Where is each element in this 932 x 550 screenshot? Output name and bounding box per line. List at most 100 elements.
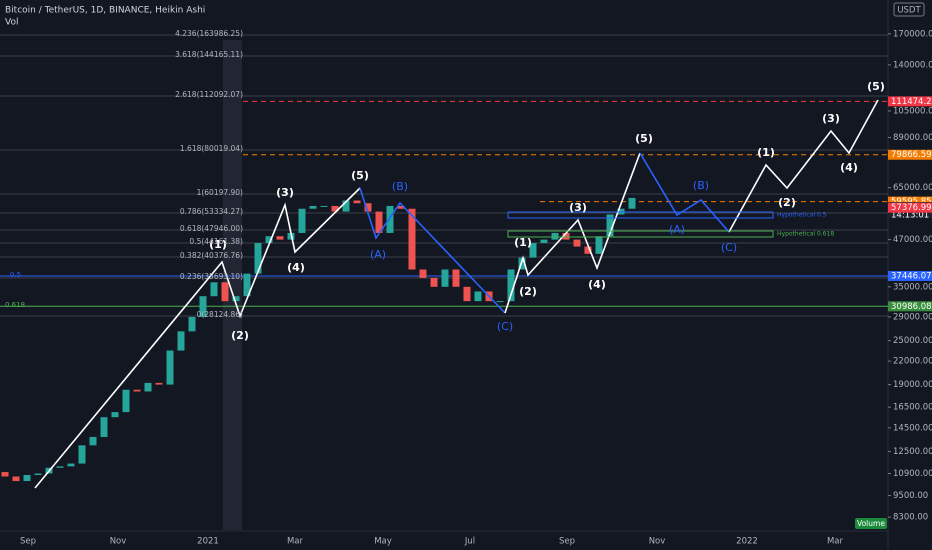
candle [606, 214, 614, 237]
wave-label: (1) [514, 236, 532, 249]
candle [496, 301, 504, 303]
currency: USDT [897, 6, 921, 16]
candle [232, 296, 240, 302]
candle [353, 200, 361, 204]
currency-box [893, 2, 925, 17]
candle [133, 389, 141, 392]
candle [408, 208, 416, 270]
price-tag [888, 196, 932, 207]
x-tick-label: Mar [827, 537, 844, 547]
wave-line [504, 152, 641, 314]
wave-label: (5) [351, 169, 369, 182]
wave-line [34, 187, 361, 489]
price-tag [888, 149, 932, 160]
price-tag-label: 30986.08 [891, 302, 932, 312]
fib-label: 0.382(40376.76) [180, 251, 243, 260]
wave-line [639, 152, 730, 233]
candle [584, 246, 592, 254]
candle [540, 239, 548, 244]
candle [177, 331, 185, 351]
y-tick-label: 105000.00 [893, 106, 932, 116]
fib-label: 3.618(144165.11) [175, 50, 243, 59]
candle [342, 200, 350, 212]
fib-label: 0(28124.86) [197, 310, 243, 319]
wave-line [728, 99, 879, 233]
candle [628, 197, 636, 209]
candle [23, 475, 31, 482]
fib-label: 0.786(53334.27) [180, 207, 243, 216]
candle [111, 412, 119, 418]
fib-band [223, 40, 242, 530]
wave-label: (B) [392, 180, 408, 193]
wave-label: (3) [822, 112, 840, 125]
candle [562, 232, 570, 240]
candle [155, 382, 163, 385]
wave-label: (1) [757, 146, 775, 159]
price-tag-label: 111474.24 [891, 97, 932, 107]
candle [430, 277, 438, 287]
y-tick-label: 12500.00 [893, 447, 932, 457]
candle [463, 286, 471, 302]
y-tick-label: 10900.00 [893, 469, 932, 479]
y-tick-label: 16500.00 [893, 403, 932, 413]
candle [56, 466, 64, 468]
y-tick-label: 89000.00 [893, 133, 932, 143]
candle [309, 205, 317, 209]
candle [331, 205, 339, 212]
wave-label: (2) [231, 329, 249, 342]
x-tick-label: 2022 [736, 537, 758, 547]
wave-label: (2) [778, 196, 796, 209]
indicator: Vol [5, 18, 18, 28]
y-tick-label: 19000.00 [893, 380, 932, 390]
candle [441, 269, 449, 287]
wave-label: (5) [867, 80, 885, 93]
price-tag-label: 37446.07 [891, 271, 932, 281]
price-tag [888, 96, 932, 107]
candle [529, 243, 537, 258]
candle [221, 282, 229, 302]
candle [452, 269, 460, 287]
wave-label: (5) [635, 132, 653, 145]
candle [1, 472, 9, 477]
candle [34, 473, 42, 476]
y-tick-label: 25000.00 [893, 336, 932, 346]
wave-label: (C) [497, 320, 513, 333]
wave-label: (3) [276, 186, 294, 199]
candle [276, 236, 284, 240]
x-tick-label: Jul [464, 537, 475, 547]
side-level: 0.5 [10, 271, 21, 279]
hypothetical-label: Hypothetical 0.5 [777, 212, 827, 219]
price-tag-label: 79866.59 [891, 150, 932, 160]
wave-label: (4) [287, 261, 305, 274]
fib-label: 1(60197.90) [197, 188, 243, 197]
fib-label: 0.236(35693.10) [180, 272, 243, 281]
y-tick-label: 8300.00 [893, 513, 928, 523]
candle [474, 291, 482, 302]
y-tick-label: 47000.00 [893, 235, 932, 245]
countdown: 14:13:01 [891, 211, 929, 221]
candle [595, 236, 603, 254]
y-tick-label: 14500.00 [893, 423, 932, 433]
y-tick-label: 170000.00 [893, 29, 932, 39]
wave-label: (1) [209, 238, 227, 251]
wave-label: (C) [721, 241, 737, 254]
candle [320, 205, 328, 207]
fib-label: 0.5(44161.38) [189, 237, 243, 246]
candle [419, 269, 427, 278]
candle [122, 389, 130, 413]
wave-line [359, 187, 506, 314]
fib-label: 4.236(163986.25) [175, 29, 243, 38]
hypothetical-box [507, 211, 774, 219]
y-tick-label: 22000.00 [893, 357, 932, 367]
fib-label: 2.618(112092.07) [175, 90, 243, 99]
wave-label: (A) [669, 223, 685, 236]
candle [12, 476, 20, 482]
x-tick-label: Sep [20, 537, 36, 547]
candle [254, 243, 262, 274]
price-tag [888, 270, 932, 281]
candle [188, 316, 196, 332]
header-title: Bitcoin / TetherUS, 1D, BINANCE, Heikin … [5, 6, 205, 16]
y-tick-label: 35000.00 [893, 282, 932, 292]
wave-label: (4) [840, 161, 858, 174]
